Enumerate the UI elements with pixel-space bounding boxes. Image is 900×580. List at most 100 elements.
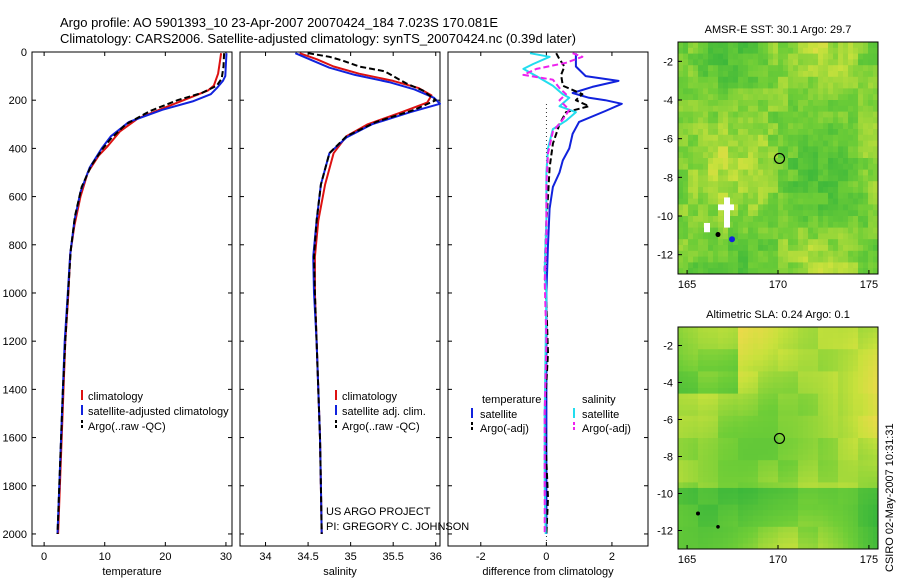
map-cell: [768, 53, 774, 60]
map-cell: [758, 210, 764, 217]
map-cell: [683, 349, 689, 356]
map-cell: [758, 163, 764, 171]
map-cell: [683, 476, 689, 483]
map-cell: [828, 343, 834, 350]
map-cell: [688, 438, 694, 445]
map-cell: [693, 239, 699, 246]
map-cell: [698, 210, 704, 217]
map-cell: [753, 100, 759, 107]
map-cell: [728, 169, 734, 176]
map-cell: [773, 169, 779, 176]
map-cell: [728, 198, 734, 205]
map-cell: [738, 360, 744, 367]
map-cell: [818, 354, 824, 361]
map-cell: [733, 532, 739, 539]
map-cell: [743, 393, 749, 400]
map-cell: [718, 239, 724, 246]
map-cell: [843, 233, 849, 240]
map-title: AMSR-E SST: 30.1 Argo: 29.7: [705, 24, 852, 36]
map-cell: [688, 404, 694, 411]
map-cell: [803, 371, 809, 378]
map-cell: [783, 388, 789, 395]
x-tick-label: 35.5: [382, 551, 403, 563]
map-cell: [788, 332, 794, 339]
map-cell: [738, 198, 744, 205]
map-cell: [768, 537, 774, 544]
map-cell: [818, 256, 824, 263]
map-cell: [778, 449, 784, 456]
map-cell: [698, 443, 704, 450]
map-cell: [818, 504, 824, 511]
map-cell: [753, 94, 759, 101]
map-cell: [718, 449, 724, 456]
map-cell: [813, 493, 819, 500]
map-cell: [738, 262, 744, 269]
map-cell: [788, 432, 794, 439]
map-cell: [788, 404, 794, 411]
map-cell: [758, 376, 764, 383]
map-cell: [723, 256, 729, 263]
map-cell: [768, 504, 774, 511]
map-cell: [843, 454, 849, 461]
map-cell: [738, 140, 744, 147]
map-cell: [833, 158, 839, 165]
map-cell: [713, 204, 719, 211]
map-cell: [728, 432, 734, 439]
map-cell: [723, 262, 729, 269]
map-cell: [813, 487, 819, 494]
map-cell: [683, 454, 689, 461]
map-cell: [688, 59, 694, 66]
map-cell: [708, 465, 714, 472]
map-cell: [728, 376, 734, 383]
map-cell: [868, 216, 874, 223]
map-cell: [743, 42, 749, 49]
map-cell: [813, 59, 819, 66]
map-cell: [748, 482, 754, 489]
map-cell: [738, 129, 744, 136]
map-cell: [783, 146, 789, 153]
map-cell: [763, 262, 769, 269]
map-cell: [758, 192, 764, 200]
map-cell: [683, 376, 689, 383]
map-cell: [698, 521, 704, 528]
map-cell: [723, 521, 729, 528]
map-cell: [743, 65, 749, 72]
map-cell: [813, 76, 819, 84]
map-cell: [808, 371, 814, 378]
map-cell: [708, 210, 714, 217]
map-cell: [823, 221, 829, 229]
map-cell: [858, 504, 864, 511]
map-cell: [713, 415, 719, 422]
map-cell: [838, 349, 844, 356]
map-cell: [838, 393, 844, 400]
map-cell: [858, 354, 864, 361]
map-cell: [688, 432, 694, 439]
map-cell: [743, 163, 749, 171]
map-cell: [718, 129, 724, 136]
map-cell: [793, 134, 799, 142]
map-cell: [768, 438, 774, 445]
map-cell: [753, 499, 759, 506]
map-cell: [828, 227, 834, 234]
map-cell: [838, 53, 844, 60]
map-cell: [853, 515, 859, 522]
map-cell: [873, 338, 879, 345]
map-cell: [738, 499, 744, 506]
map-cell: [873, 140, 879, 147]
map-y-tick-label: -4: [663, 378, 673, 390]
map-cell: [863, 163, 869, 171]
map-cell: [833, 499, 839, 506]
map-cell: [738, 158, 744, 165]
map-cell: [813, 82, 819, 89]
map-cell: [783, 134, 789, 142]
map-cell: [703, 163, 709, 171]
map-cell: [813, 404, 819, 411]
map-cell: [743, 152, 749, 159]
map-cell: [763, 410, 769, 417]
map-cell: [683, 117, 689, 124]
map-cell: [738, 454, 744, 461]
map-cell: [873, 134, 879, 142]
map-cell: [858, 443, 864, 450]
map-cell: [753, 163, 759, 171]
map-cell: [763, 487, 769, 494]
